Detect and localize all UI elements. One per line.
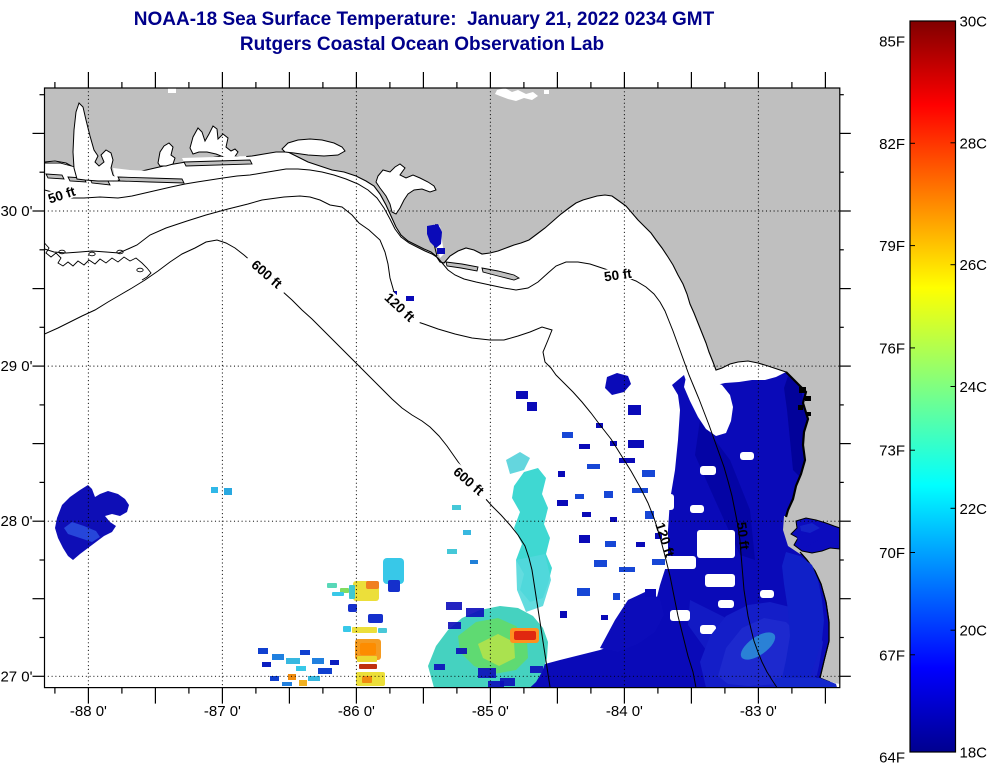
svg-text:28 0': 28 0'	[0, 513, 32, 530]
svg-text:27 0': 27 0'	[0, 668, 32, 685]
svg-text:85F: 85F	[879, 34, 905, 51]
svg-text:24C: 24C	[960, 379, 988, 396]
svg-text:-85 0': -85 0'	[472, 703, 509, 720]
svg-text:-83 0': -83 0'	[740, 703, 777, 720]
svg-text:20C: 20C	[960, 623, 988, 640]
svg-text:79F: 79F	[879, 238, 905, 255]
svg-text:70F: 70F	[879, 545, 905, 562]
svg-text:-87 0': -87 0'	[204, 703, 241, 720]
svg-text:28C: 28C	[960, 135, 988, 152]
svg-text:50 ft: 50 ft	[603, 266, 633, 285]
svg-text:-88 0': -88 0'	[70, 703, 107, 720]
svg-text:NOAA-18 Sea Surface Temperatur: NOAA-18 Sea Surface Temperature: January…	[134, 9, 715, 30]
svg-text:82F: 82F	[879, 136, 905, 153]
svg-text:73F: 73F	[879, 443, 905, 460]
svg-text:-86 0': -86 0'	[338, 703, 375, 720]
svg-text:18C: 18C	[960, 745, 988, 762]
svg-text:50 ft: 50 ft	[734, 521, 752, 551]
svg-text:22C: 22C	[960, 501, 988, 518]
svg-text:30C: 30C	[960, 14, 988, 31]
svg-text:30 0': 30 0'	[0, 203, 32, 220]
svg-text:29 0': 29 0'	[0, 358, 32, 375]
svg-text:Rutgers Coastal Ocean Observat: Rutgers Coastal Ocean Observation Lab	[240, 34, 604, 55]
svg-text:64F: 64F	[879, 750, 905, 767]
svg-text:67F: 67F	[879, 647, 905, 664]
svg-text:-84 0': -84 0'	[606, 703, 643, 720]
svg-text:76F: 76F	[879, 340, 905, 357]
svg-text:26C: 26C	[960, 257, 988, 274]
